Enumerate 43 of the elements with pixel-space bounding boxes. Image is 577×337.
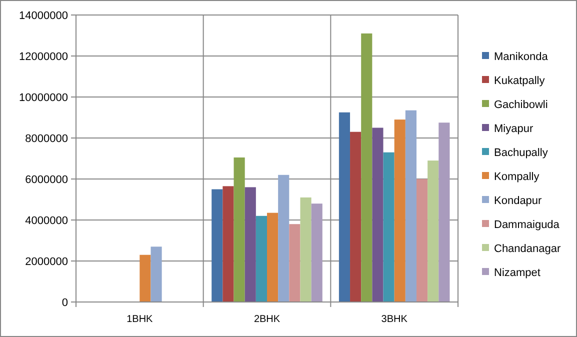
- y-tick-label: 6000000: [25, 174, 68, 186]
- legend-label: Kondapur: [494, 194, 542, 207]
- x-tick-label: 3BHK: [381, 314, 408, 325]
- bar: [311, 204, 322, 302]
- bar: [300, 197, 312, 302]
- legend-label: Kompally: [494, 170, 540, 183]
- y-tick-label: 2000000: [25, 256, 68, 268]
- bar: [350, 132, 362, 302]
- legend-label: Nizampet: [494, 266, 540, 279]
- bar: [338, 112, 350, 302]
- bar: [394, 120, 406, 302]
- bar: [361, 33, 372, 302]
- bar: [212, 189, 223, 302]
- bar: [150, 246, 162, 302]
- legend-label: Manikonda: [494, 50, 549, 63]
- bar: [438, 122, 450, 302]
- legend-label: Chandanagar: [494, 242, 562, 255]
- bar: [289, 224, 300, 302]
- legend-label: Dammaiguda: [494, 218, 560, 231]
- bar: [222, 186, 234, 302]
- bar: [234, 157, 245, 302]
- bar: [428, 160, 439, 302]
- legend-label: Bachupally: [494, 146, 548, 159]
- bar: [267, 212, 278, 302]
- x-tick-label: 1BHK: [126, 314, 154, 325]
- legend-label: Gachibowli: [494, 98, 548, 111]
- legend-label: Miyapur: [494, 122, 534, 135]
- bar: [140, 254, 151, 302]
- bar: [256, 216, 267, 302]
- bar: [244, 187, 256, 302]
- y-tick-label: 8000000: [25, 132, 68, 145]
- y-tick-label: 4000000: [25, 214, 68, 227]
- y-tick-label: 10000000: [19, 92, 68, 104]
- legend-label: Kukatpally: [494, 74, 546, 87]
- y-tick-label: 14000000: [19, 10, 68, 22]
- bar: [416, 179, 428, 302]
- bar: [383, 152, 394, 302]
- bar: [372, 128, 384, 302]
- y-tick-label: 12000000: [19, 50, 68, 63]
- bar: [405, 110, 416, 302]
- bar: [278, 174, 290, 302]
- y-tick-label: 0: [62, 296, 68, 309]
- x-tick-label: 2BHK: [254, 314, 280, 325]
